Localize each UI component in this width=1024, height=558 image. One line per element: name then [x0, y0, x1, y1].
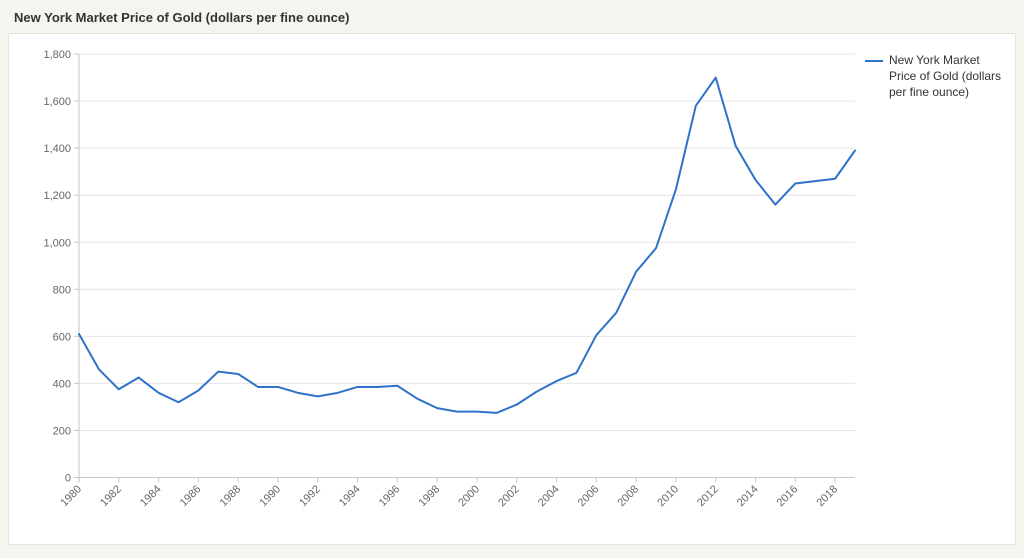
- x-tick-label: 1996: [377, 483, 403, 509]
- x-tick-label: 1986: [178, 483, 204, 509]
- x-tick-label: 1992: [297, 483, 323, 509]
- legend-swatch: [865, 60, 883, 62]
- y-tick-label: 400: [53, 378, 71, 390]
- x-tick-label: 2010: [655, 483, 681, 509]
- x-tick-label: 1980: [58, 483, 84, 509]
- x-tick-label: 2008: [616, 483, 642, 509]
- x-tick-label: 2018: [814, 483, 840, 509]
- x-tick-label: 1982: [98, 483, 124, 509]
- x-tick-label: 1998: [417, 483, 443, 509]
- legend-item: New York Market Price of Gold (dollars p…: [865, 52, 1005, 101]
- title-bar: New York Market Price of Gold (dollars p…: [0, 0, 1024, 33]
- x-tick-label: 1988: [218, 483, 244, 509]
- plot-area: 0 200 400 600 800 1,000 1,200 1,400 1,600 1,800 19…: [19, 48, 859, 536]
- x-tick-label: 2000: [456, 483, 482, 509]
- legend-label: New York Market Price of Gold (dollars p…: [889, 52, 1005, 101]
- y-tick-label: 1,800: [44, 49, 71, 61]
- line-chart-svg: 0 200 400 600 800 1,000 1,200 1,400 1,600 1,800 19…: [19, 48, 859, 536]
- x-tick-label: 2002: [496, 483, 522, 509]
- x-tick-label: 2014: [735, 483, 761, 509]
- x-tick-label: 2004: [536, 483, 562, 509]
- chart-card: 0 200 400 600 800 1,000 1,200 1,400 1,600 1,800 19…: [8, 33, 1016, 545]
- y-tick-label: 0: [65, 473, 71, 485]
- y-tick-label: 1,600: [44, 96, 71, 108]
- x-tick-label: 2012: [695, 483, 721, 509]
- y-tick-label: 1,400: [44, 143, 71, 155]
- x-tick-label: 1990: [257, 483, 283, 509]
- y-tick-label: 200: [53, 425, 71, 437]
- x-tick-label: 1994: [337, 483, 363, 509]
- y-tick-label: 600: [53, 331, 71, 343]
- series-line: [79, 78, 855, 413]
- legend: New York Market Price of Gold (dollars p…: [859, 48, 1005, 536]
- y-tick-label: 800: [53, 284, 71, 296]
- x-tick-label: 2016: [775, 483, 801, 509]
- page-title: New York Market Price of Gold (dollars p…: [14, 10, 1010, 25]
- y-tick-label: 1,000: [44, 237, 71, 249]
- y-tick-label: 1,200: [44, 190, 71, 202]
- x-tick-label: 1984: [138, 483, 164, 509]
- x-tick-label: 2006: [576, 483, 602, 509]
